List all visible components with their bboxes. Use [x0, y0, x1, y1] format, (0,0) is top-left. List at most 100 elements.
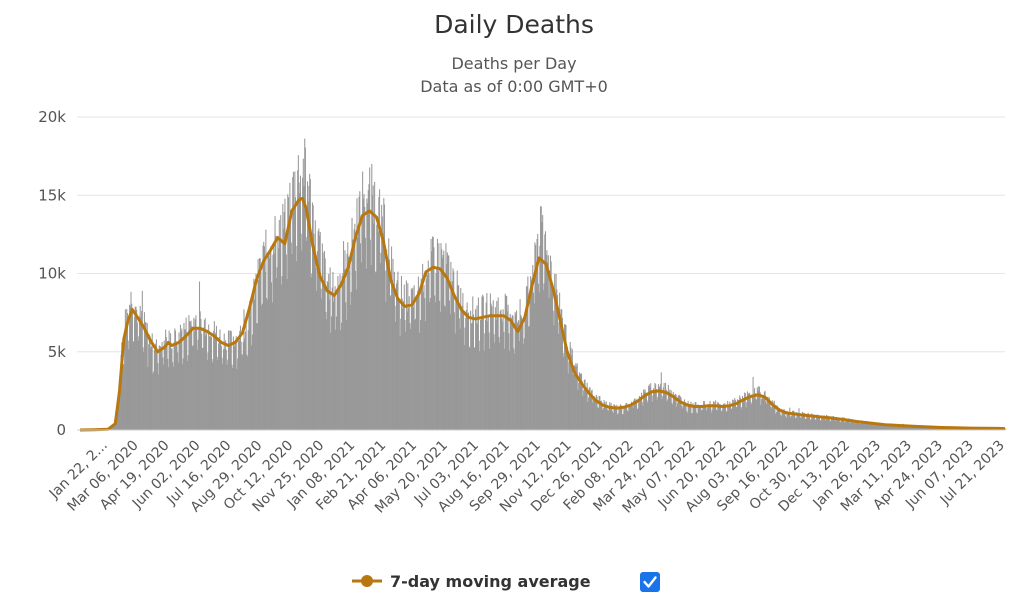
- daily-bar: [614, 405, 616, 430]
- daily-bar: [124, 330, 126, 430]
- daily-bar: [122, 342, 124, 430]
- daily-bar: [751, 395, 753, 430]
- daily-bar: [280, 284, 282, 430]
- daily-bar: [337, 276, 339, 430]
- daily-bar: [160, 351, 162, 430]
- daily-bar: [899, 426, 901, 430]
- daily-bar: [943, 428, 945, 430]
- daily-bar: [208, 324, 210, 430]
- daily-bar: [329, 267, 331, 430]
- daily-bar: [616, 404, 618, 430]
- daily-bar: [308, 185, 310, 430]
- daily-bar: [657, 384, 660, 430]
- daily-bar: [313, 233, 315, 430]
- daily-bar: [854, 422, 857, 430]
- daily-bar: [422, 263, 424, 430]
- daily-bar: [613, 403, 615, 430]
- daily-bar: [129, 304, 131, 430]
- daily-bar: [800, 417, 802, 430]
- daily-bar: [462, 293, 464, 430]
- daily-bar: [420, 278, 422, 430]
- daily-bar: [172, 366, 174, 430]
- daily-bar: [717, 402, 719, 430]
- daily-bar: [154, 349, 156, 430]
- daily-bar: [729, 405, 732, 430]
- daily-bar: [194, 331, 196, 430]
- daily-bar: [422, 292, 424, 430]
- daily-bar: [907, 425, 909, 430]
- daily-bar: [431, 251, 433, 430]
- daily-bar: [554, 273, 556, 430]
- daily-bar: [237, 358, 239, 430]
- daily-bar: [540, 206, 542, 430]
- daily-bar: [852, 419, 854, 430]
- daily-bar: [316, 251, 318, 430]
- daily-bar: [626, 402, 628, 430]
- daily-bar: [686, 412, 688, 430]
- daily-bar: [585, 387, 587, 430]
- daily-bar: [816, 414, 818, 430]
- daily-bar: [609, 405, 611, 430]
- daily-bar: [331, 316, 333, 430]
- daily-bar: [321, 298, 323, 430]
- daily-bar: [393, 271, 395, 430]
- daily-bar: [307, 201, 309, 430]
- daily-bar: [693, 406, 695, 430]
- daily-bar: [537, 283, 539, 430]
- daily-bar: [401, 298, 403, 430]
- daily-bar: [624, 407, 626, 430]
- daily-bar: [182, 358, 184, 430]
- daily-bar: [442, 254, 444, 430]
- daily-bar: [170, 333, 172, 430]
- daily-bar: [681, 406, 683, 430]
- daily-bar: [597, 407, 599, 430]
- daily-bar: [293, 205, 295, 430]
- daily-bar: [621, 409, 623, 430]
- daily-bar: [627, 411, 629, 430]
- daily-bar: [545, 254, 547, 430]
- daily-bar: [590, 390, 592, 430]
- daily-bar: [292, 171, 294, 430]
- daily-bar: [256, 323, 258, 430]
- daily-bar: [876, 423, 878, 430]
- daily-bar: [871, 422, 873, 430]
- daily-bar: [325, 311, 327, 430]
- daily-bar: [737, 399, 739, 430]
- daily-bar: [225, 349, 227, 430]
- daily-bar: [264, 271, 266, 430]
- daily-bar: [718, 405, 720, 430]
- daily-bar: [749, 392, 751, 430]
- daily-bar: [515, 314, 517, 430]
- daily-bar: [1004, 428, 1006, 430]
- legend-checkbox[interactable]: [640, 572, 660, 592]
- daily-bar: [507, 304, 509, 430]
- daily-bar: [203, 327, 205, 430]
- daily-bar: [858, 420, 860, 430]
- daily-bar: [390, 296, 392, 430]
- legend-label[interactable]: 7-day moving average: [390, 572, 591, 591]
- daily-bar: [257, 259, 259, 430]
- daily-bar: [224, 349, 226, 430]
- daily-bar: [813, 415, 815, 430]
- daily-bar: [544, 234, 546, 430]
- daily-bar: [863, 422, 865, 430]
- y-tick-label: 20k: [38, 108, 66, 126]
- legend[interactable]: 7-day moving average: [352, 572, 660, 592]
- daily-bar: [684, 399, 686, 430]
- daily-bar: [245, 320, 247, 430]
- daily-bar: [370, 265, 372, 430]
- daily-bar: [487, 315, 489, 430]
- daily-bar: [802, 415, 804, 430]
- daily-bar: [419, 332, 421, 430]
- daily-bar: [903, 426, 905, 430]
- daily-bar: [252, 294, 254, 430]
- daily-bar: [158, 374, 160, 430]
- daily-bar: [843, 417, 845, 430]
- daily-bar: [826, 416, 828, 430]
- daily-bar: [797, 414, 799, 430]
- daily-bar: [583, 379, 585, 430]
- daily-bar: [917, 426, 919, 430]
- daily-bar: [639, 396, 641, 430]
- daily-bar: [730, 409, 732, 430]
- daily-bar: [508, 333, 510, 430]
